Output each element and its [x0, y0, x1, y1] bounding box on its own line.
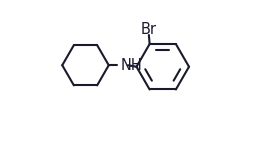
Text: NH: NH — [121, 58, 143, 73]
Text: Br: Br — [141, 21, 157, 36]
